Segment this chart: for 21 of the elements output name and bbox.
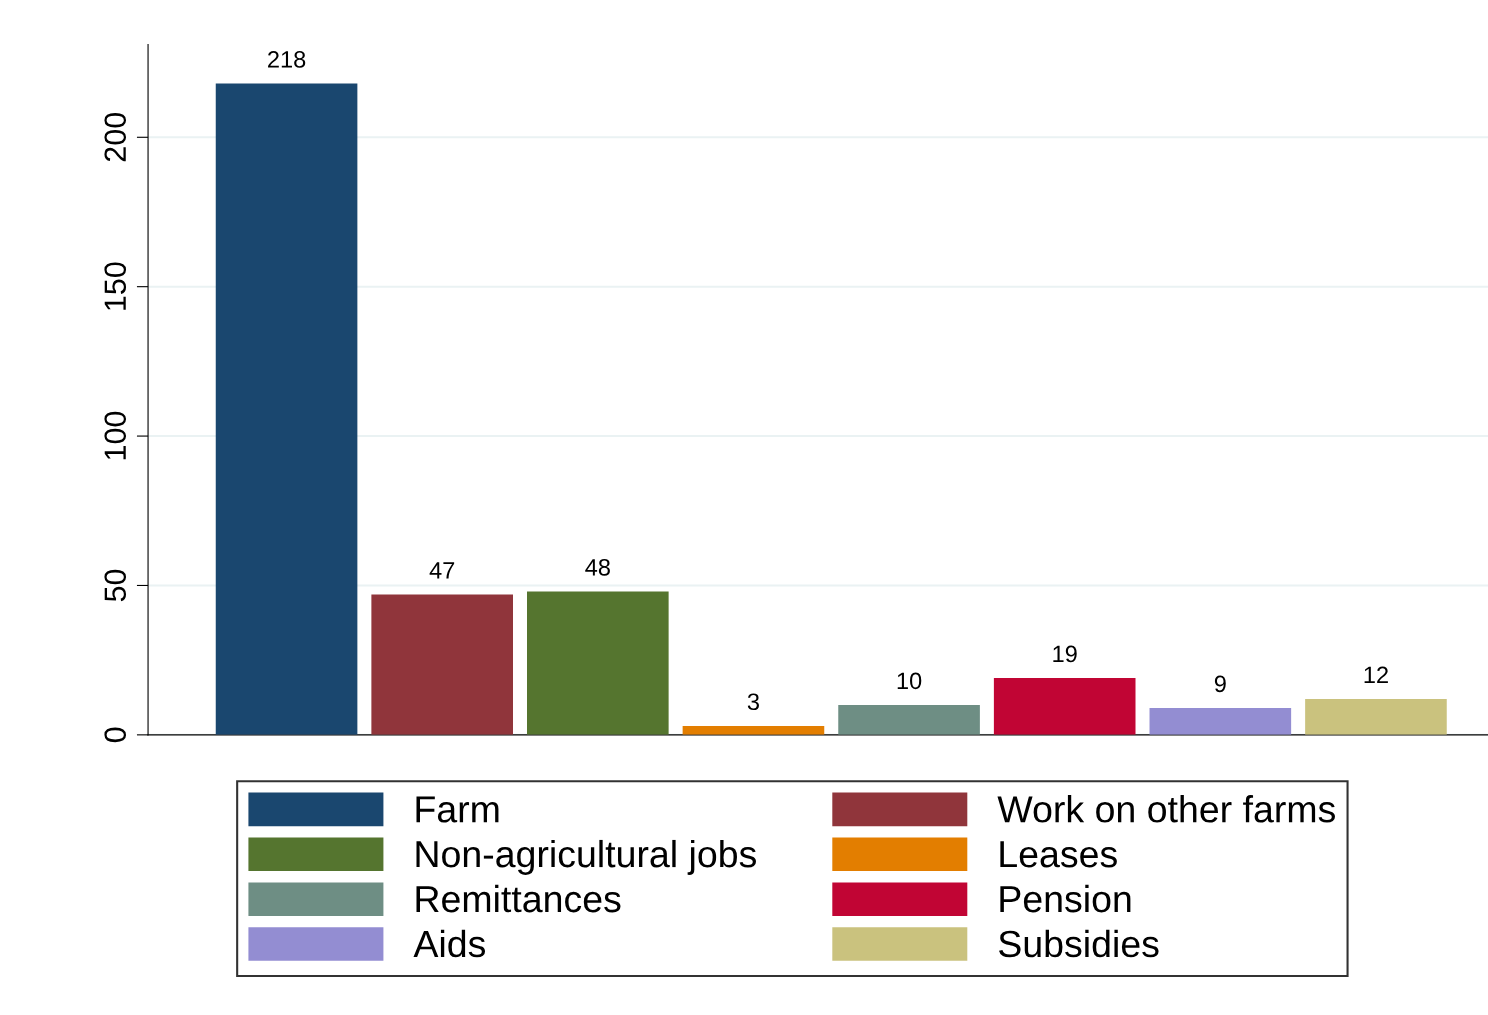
data-label: 9: [1214, 675, 1226, 693]
legend-label: Non-agricultural jobs: [416, 839, 756, 875]
legend-label: Farm: [416, 796, 499, 823]
data-label: 48: [585, 558, 610, 576]
y-tick-label: 150: [104, 262, 127, 310]
data-label: 12: [1364, 666, 1388, 683]
data-label: 19: [1053, 645, 1077, 663]
data-label: 10: [897, 672, 922, 690]
legend-label: Subsidies: [999, 929, 1159, 958]
data-label: 218: [268, 51, 306, 68]
legend-label: Work on other farms: [997, 795, 1335, 823]
legend-label: Remittances: [416, 884, 621, 913]
data-label: 47: [429, 562, 455, 579]
data-label: 3: [747, 693, 759, 711]
y-tick-label: 200: [104, 112, 127, 162]
y-tick-label: 0: [104, 727, 127, 743]
legend-label: Leases: [1000, 841, 1117, 868]
legend-label: Pension: [1000, 884, 1131, 913]
y-tick-label: 50: [104, 569, 127, 602]
legend-label: Aids: [413, 929, 486, 958]
y-tick-label: 100: [104, 411, 127, 460]
